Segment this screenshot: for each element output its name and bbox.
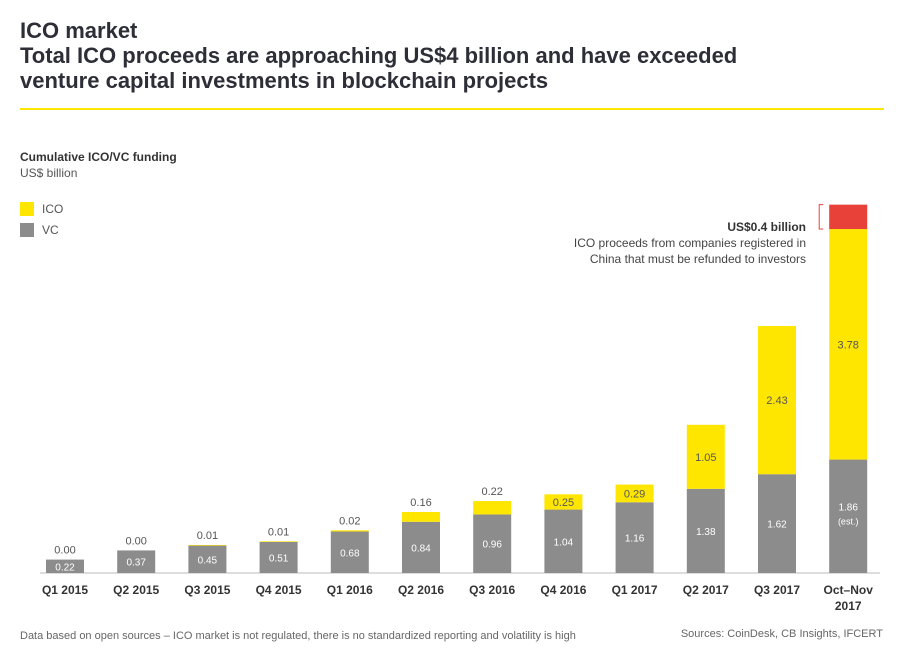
vc-value-label-7: 1.04 [554,537,574,548]
bar-ico-4 [330,530,369,532]
bar-vc-7 [544,509,583,573]
bar-ico-3 [259,541,298,542]
x-tick-label-4: Q1 2016 [327,583,373,597]
ico-value-label-7: 0.25 [553,497,574,509]
source-note: Sources: CoinDesk, CB Insights, IFCERT [680,628,883,640]
chart-title: Cumulative ICO/VC funding [20,150,177,164]
legend-item-vc: VC [20,219,63,240]
ico-value-label-1: 0.00 [125,535,146,547]
bar-ico-2 [188,544,227,546]
bar-vc-3 [259,541,298,573]
ico-value-label-9: 1.05 [695,452,716,464]
bar-vc-4 [330,531,369,573]
legend-swatch-vc [20,222,34,237]
vc-value-label-8: 1.16 [625,534,645,545]
vc-est-label: (est.) [838,516,859,526]
x-tick-label-11-line2: 2017 [835,599,862,613]
ico-value-label-0: 0.00 [54,545,75,557]
x-tick-label-0: Q1 2015 [42,583,88,597]
legend-label-vc: VC [42,222,59,237]
vc-value-label-1: 0.37 [126,558,146,569]
bar-vc-1 [117,550,156,573]
vc-value-label-0: 0.22 [55,562,75,573]
bar-vc-10 [758,474,796,573]
ico-value-label-5: 0.16 [410,497,431,509]
title-block: ICO market Total ICO proceeds are approa… [20,18,890,93]
legend-swatch-ico [20,201,34,216]
page-title: ICO market [20,18,138,43]
x-tick-label-9: Q2 2017 [683,583,729,597]
bar-ico-9 [686,424,725,489]
x-tick-label-6: Q3 2016 [469,583,515,597]
bar-ico-5 [402,512,440,522]
x-tick-label-8: Q1 2017 [612,583,658,597]
refund-annotation-title: US$0.4 billion [727,220,806,234]
bar-vc-8 [615,502,654,573]
x-tick-label-5: Q2 2016 [398,583,444,597]
page-subtitle-line1: Total ICO proceeds are approaching US$4 … [20,43,738,68]
legend: ICO VC [20,198,63,240]
ico-value-label-2: 0.01 [197,530,218,542]
x-tick-label-11: Oct–Nov [824,583,874,597]
bar-vc-6 [473,514,512,573]
vc-value-label-11: 1.86 [838,502,858,513]
refund-annotation-line1: ICO proceeds from companies registered i… [573,236,806,250]
bar-refund-11 [829,204,868,230]
bar-vc-9 [686,488,725,573]
bar-ico-8 [615,484,654,503]
refund-annotation-line2: China that must be refunded to investors [589,252,806,266]
ico-value-label-6: 0.22 [481,486,502,498]
footnote: Data based on open sources – ICO market … [20,630,576,642]
vc-value-label-2: 0.45 [198,555,218,566]
bar-vc-5 [402,521,440,573]
bar-ico-10 [758,326,796,475]
vc-value-label-3: 0.51 [269,553,289,564]
x-tick-label-3: Q4 2015 [256,583,302,597]
ico-value-label-3: 0.01 [268,526,289,538]
legend-label-ico: ICO [42,201,64,216]
x-tick-label-1: Q2 2015 [113,583,159,597]
legend-item-ico: ICO [20,198,63,219]
chart-unit: US$ billion [20,166,78,180]
ico-value-label-11: 3.78 [837,339,858,351]
ico-value-label-8: 0.29 [624,488,645,500]
bar-ico-7 [544,494,583,510]
vc-value-label-6: 0.96 [482,540,502,551]
bar-ico-6 [473,501,512,515]
vc-value-label-9: 1.38 [696,527,716,538]
bar-vc-2 [188,545,227,573]
bar-vc-0 [46,559,84,573]
title-divider [20,108,884,110]
vc-value-label-5: 0.84 [411,543,431,554]
x-tick-label-2: Q3 2015 [184,583,230,597]
ico-value-label-4: 0.02 [339,515,360,527]
x-tick-label-7: Q4 2016 [540,583,586,597]
refund-annotation: US$0.4 billion ICO proceeds from compani… [574,219,806,267]
bar-ico-11 [829,229,868,460]
page-subtitle-line2: venture capital investments in blockchai… [20,68,549,93]
bar-vc-11 [829,459,868,573]
vc-value-label-4: 0.68 [340,548,360,559]
x-tick-label-10: Q3 2017 [754,583,800,597]
ico-value-label-10: 2.43 [766,395,787,407]
vc-value-label-10: 1.62 [767,520,787,531]
refund-bracket [818,204,824,230]
